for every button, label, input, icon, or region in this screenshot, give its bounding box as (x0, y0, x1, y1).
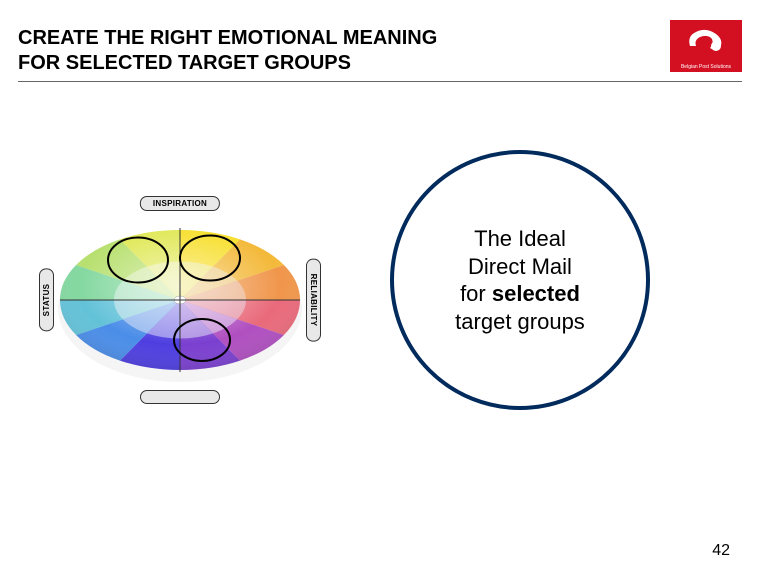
title-line-2: FOR SELECTED TARGET GROUPS (18, 52, 351, 74)
title-line-1: CREATE THE RIGHT EMOTIONAL MEANING (18, 27, 437, 49)
slide-content: INSPIRATION RELIABILITY STATUS The Ideal… (0, 140, 760, 580)
axis-label-right: RELIABILITY (306, 259, 321, 342)
horn-icon (684, 24, 728, 56)
circle-line-4: target groups (455, 309, 585, 334)
ideal-circle: The Ideal Direct Mail for selected targe… (390, 150, 650, 410)
brand-logo: Belgian Post Solutions (670, 20, 742, 72)
ideal-circle-text: The Ideal Direct Mail for selected targe… (435, 225, 605, 335)
slide-title: CREATE THE RIGHT EMOTIONAL MEANING FOR S… (18, 26, 437, 76)
axis-label-top: INSPIRATION (140, 196, 220, 211)
circle-line-2: Direct Mail (468, 254, 572, 279)
axis-label-bottom (140, 390, 220, 404)
logo-tagline: Belgian Post Solutions (681, 64, 731, 70)
axis-label-left: STATUS (39, 269, 54, 332)
compass: INSPIRATION RELIABILITY STATUS (40, 200, 320, 400)
slide-header: CREATE THE RIGHT EMOTIONAL MEANING FOR S… (18, 26, 742, 82)
page-number: 42 (712, 542, 730, 560)
circle-line-3b: selected (492, 281, 580, 306)
circle-line-3a: for (460, 281, 492, 306)
compass-diagram: INSPIRATION RELIABILITY STATUS (40, 200, 320, 400)
compass-svg (40, 200, 320, 400)
circle-line-1: The Ideal (474, 226, 566, 251)
